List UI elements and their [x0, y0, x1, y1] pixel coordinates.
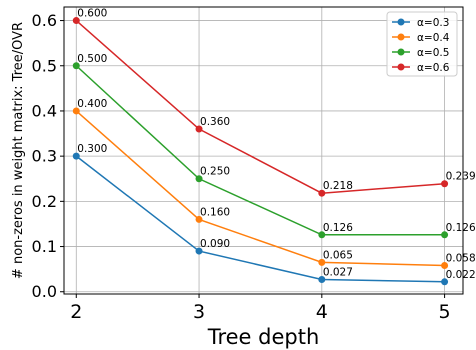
y-tick-label: 0.3: [32, 147, 57, 166]
data-label: 0.218: [323, 180, 353, 192]
x-tick-label: 5: [439, 301, 451, 323]
data-label: 0.400: [77, 98, 107, 110]
series-line: [75, 110, 445, 267]
legend-label: α=0.4: [417, 32, 450, 44]
y-tick-label: 0.2: [32, 192, 57, 211]
data-point: [72, 62, 80, 70]
data-point: [195, 175, 203, 183]
x-tick-label: 3: [193, 301, 205, 323]
y-axis-title: # non-zeros in weight matrix: Tree/OVR: [11, 22, 26, 279]
data-label: 0.027: [323, 267, 353, 279]
data-label: 0.360: [200, 116, 230, 128]
y-tick-label: 0.1: [32, 237, 57, 256]
x-tick-label: 2: [70, 301, 82, 323]
data-label: 0.090: [200, 238, 230, 250]
data-point: [72, 107, 80, 115]
data-point: [441, 231, 449, 239]
y-tick-label: 0.0: [32, 282, 57, 301]
data-label: 0.126: [323, 222, 353, 234]
y-tick-label: 0.6: [32, 11, 57, 30]
ticks: 2 3 4 5 0.0 0.1 0.2 0.3 0.4 0.5 0.6: [32, 11, 451, 323]
y-tick-label: 0.5: [32, 56, 57, 75]
data-label: 0.022: [446, 269, 476, 281]
legend-label: α=0.5: [417, 47, 449, 59]
data-point: [441, 278, 449, 286]
series-lines: [72, 17, 449, 286]
data-label: 0.600: [77, 8, 107, 20]
series-line: [75, 155, 445, 283]
data-point: [72, 152, 80, 160]
x-tick-label: 4: [316, 301, 328, 323]
data-label: 0.250: [200, 166, 230, 178]
data-point: [195, 125, 203, 133]
data-point: [195, 215, 203, 223]
x-axis-title: Tree depth: [207, 325, 320, 349]
legend-swatch-marker: [397, 18, 405, 26]
data-label: 0.126: [446, 222, 476, 234]
data-label: 0.058: [446, 253, 476, 265]
data-labels: 0.300 0.090 0.027 0.022 0.400 0.160 0.065 0.058…: [77, 8, 476, 281]
legend-swatch-marker: [397, 63, 405, 71]
data-point: [318, 189, 326, 197]
legend-box: [386, 11, 458, 77]
y-tick-label: 0.4: [32, 101, 57, 120]
data-point: [318, 276, 326, 284]
series-line: [75, 19, 445, 194]
legend-label: α=0.6: [417, 62, 450, 74]
series-line: [75, 65, 445, 236]
legend-label: α=0.3: [417, 17, 449, 29]
data-label: 0.239: [446, 171, 476, 183]
data-point: [72, 17, 80, 25]
data-label: 0.160: [200, 206, 230, 218]
legend-swatch-marker: [397, 33, 405, 41]
data-label: 0.300: [77, 143, 107, 155]
data-point: [195, 247, 203, 255]
data-point: [441, 262, 449, 270]
data-point: [318, 231, 326, 239]
legend: α=0.3 α=0.4 α=0.5 α=0.6: [386, 11, 458, 77]
data-label: 0.500: [77, 53, 107, 65]
data-point: [318, 258, 326, 266]
legend-swatch-marker: [397, 48, 405, 56]
data-point: [441, 180, 449, 188]
data-label: 0.065: [323, 249, 353, 261]
plot-frame: [63, 6, 464, 295]
